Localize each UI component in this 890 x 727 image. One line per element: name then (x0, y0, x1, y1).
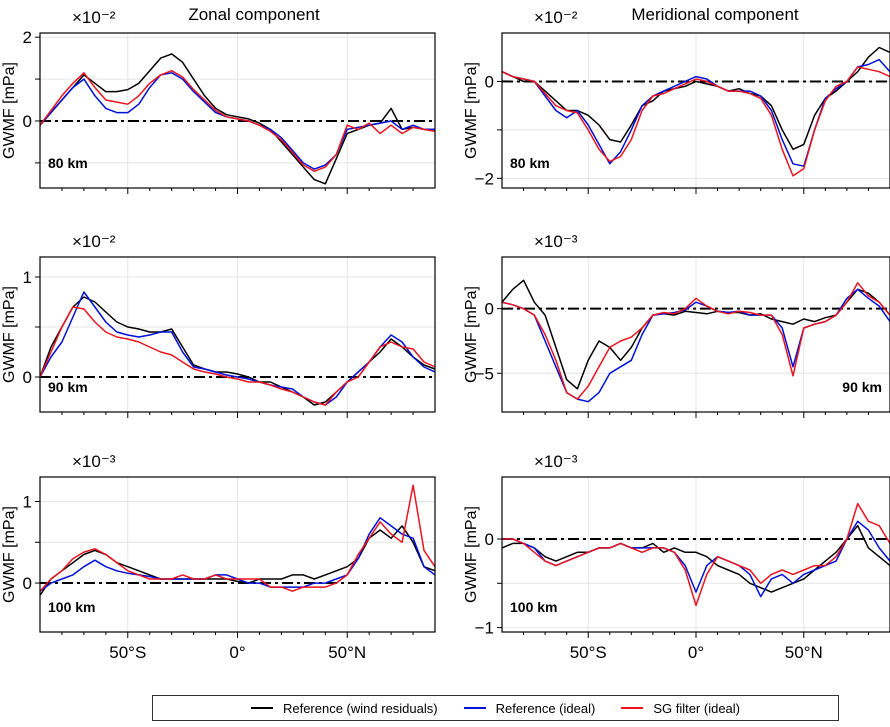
series-line-1 (502, 279, 890, 390)
y-tick-label: 1 (23, 492, 32, 511)
y-tick-label: 0 (485, 72, 494, 91)
y-axis-label: GWMF [mPa] (463, 286, 480, 383)
series-line-1 (502, 524, 890, 593)
legend-swatch-black (250, 707, 273, 709)
y-axis-label: GWMF [mPa] (1, 62, 18, 159)
y-tick-label: −5 (475, 364, 494, 383)
series-line-3 (40, 69, 435, 172)
y-axis-label: GWMF [mPa] (1, 506, 18, 603)
series-group (502, 502, 890, 607)
series-group (40, 53, 435, 185)
series-line-3 (502, 502, 890, 607)
y-tick-label: −2 (475, 169, 494, 188)
altitude-label: 80 km (48, 155, 88, 171)
x-tick-label: 0° (229, 643, 245, 662)
series-line-3 (502, 282, 890, 400)
altitude-label: 90 km (48, 379, 88, 395)
legend: Reference (wind residuals) Reference (id… (152, 695, 839, 721)
panel-4: −5 0 GWMF [mPa] ×10⁻³ 90 km (463, 232, 890, 418)
altitude-label: 100 km (48, 599, 95, 615)
altitude-label: 90 km (842, 379, 882, 395)
legend-label: Reference (ideal) (495, 700, 596, 716)
y-tick-label: 0 (23, 112, 32, 131)
series-group (40, 291, 435, 406)
y-axis-label: GWMF [mPa] (463, 62, 480, 159)
y-exponent: ×10⁻² (72, 232, 116, 251)
legend-item-reference-ideal: Reference (ideal) (463, 700, 596, 716)
legend-swatch-red (621, 707, 644, 709)
x-tick-label: 50°N (328, 643, 366, 662)
legend-item-reference-wind-residuals: Reference (wind residuals) (250, 700, 438, 716)
y-axis-label: GWMF [mPa] (1, 286, 18, 383)
y-exponent: ×10⁻² (72, 8, 116, 27)
y-exponent: ×10⁻³ (534, 452, 578, 471)
series-line-3 (502, 66, 890, 177)
series-line-3 (40, 484, 435, 592)
y-tick-label: 2 (23, 28, 32, 47)
series-line-2 (502, 58, 890, 167)
y-tick-label: 1 (23, 268, 32, 287)
y-axis-label: GWMF [mPa] (463, 506, 480, 603)
column-title-meridional: Meridional component (631, 5, 799, 24)
series-group (502, 46, 890, 177)
panel-2: −2 0 GWMF [mPa] ×10⁻² 80 km (463, 8, 890, 194)
y-tick-label: 0 (485, 300, 494, 319)
x-tick-label: 50°S (570, 643, 607, 662)
panel-3: 0 1 GWMF [mPa] ×10⁻² 90 km (1, 232, 436, 418)
y-tick-label: 0 (23, 574, 32, 593)
series-group (40, 484, 435, 596)
legend-label: SG filter (ideal) (653, 700, 741, 716)
altitude-label: 80 km (510, 155, 550, 171)
legend-swatch-blue (463, 707, 486, 709)
column-title-zonal: Zonal component (188, 5, 320, 24)
x-tick-label: 50°S (109, 643, 146, 662)
panel-5: 50°S 0° 50°N 0 1 GWMF [mPa] ×10⁻³ 100 km (1, 452, 436, 662)
y-tick-label: 0 (23, 368, 32, 387)
altitude-label: 100 km (510, 599, 557, 615)
series-line-3 (40, 306, 435, 406)
panel-1: 0 2 GWMF [mPa] ×10⁻² 80 km (1, 8, 436, 194)
y-exponent: ×10⁻³ (72, 452, 116, 471)
y-tick-label: 0 (485, 530, 494, 549)
series-group (502, 279, 890, 403)
panels: 0 2 GWMF [mPa] ×10⁻² 80 km −2 0 GWMF [mPa] ×10⁻²… (1, 8, 890, 662)
x-tick-label: 0° (688, 643, 704, 662)
y-exponent: ×10⁻² (534, 8, 578, 27)
x-tick-label: 50°N (785, 643, 823, 662)
legend-label: Reference (wind residuals) (282, 700, 438, 716)
legend-item-sg-filter-ideal: SG filter (ideal) (621, 701, 740, 716)
panel-6: 50°S 0° 50°N −1 0 GWMF [mPa] ×10⁻³ 100 km (463, 452, 890, 662)
y-exponent: ×10⁻³ (534, 232, 578, 251)
y-tick-label: −1 (475, 619, 494, 638)
